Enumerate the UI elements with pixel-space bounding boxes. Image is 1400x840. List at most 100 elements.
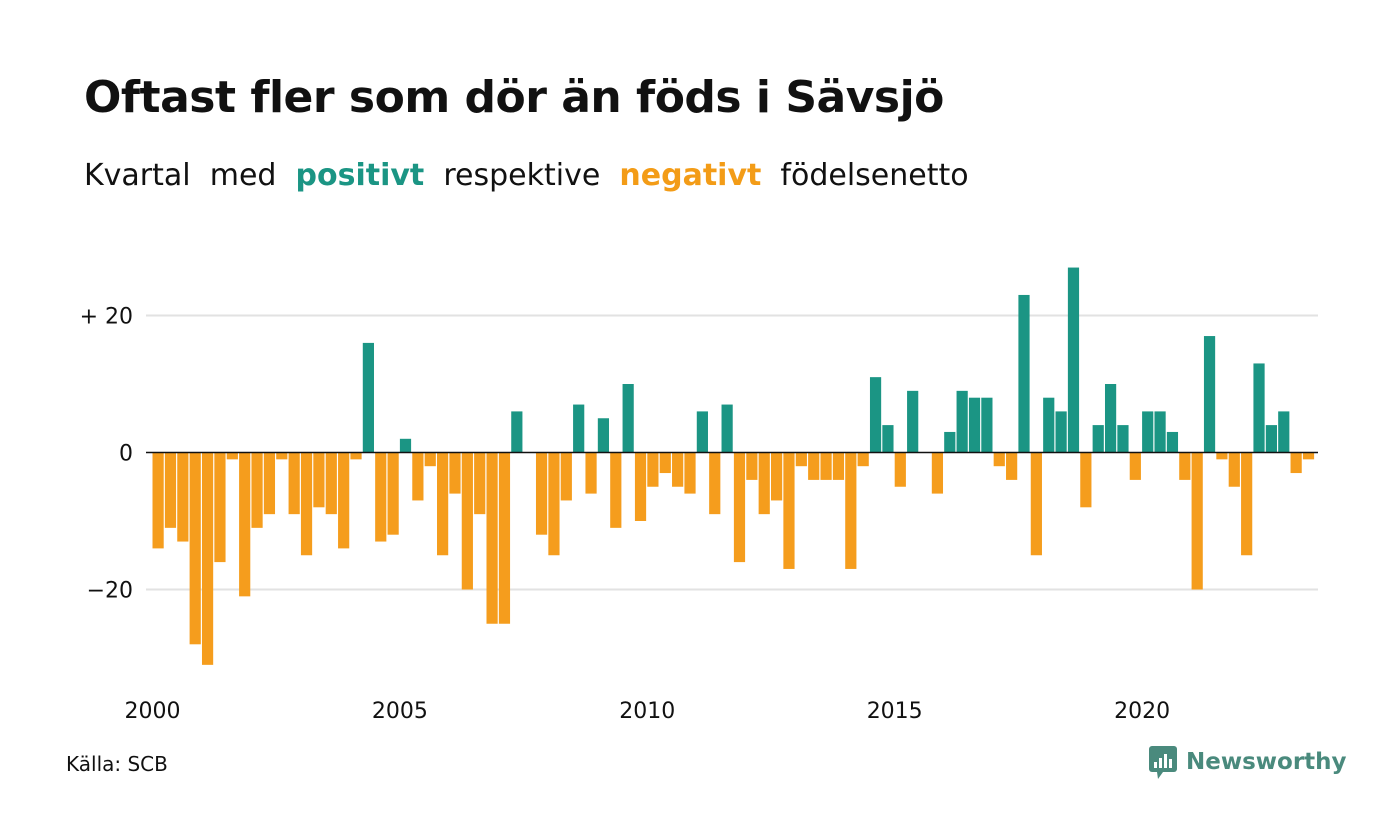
bar: [721, 404, 733, 453]
bar: [511, 411, 523, 453]
bar: [313, 452, 325, 508]
bar: [758, 452, 770, 515]
y-tick-label: 0: [119, 442, 133, 467]
subtitle-text-3: respektive: [443, 158, 601, 193]
chart-subtitle: Kvartal med positivt respektive negativt…: [84, 158, 969, 193]
x-tick-label: 2015: [867, 699, 923, 724]
bar: [474, 452, 486, 515]
bar: [437, 452, 449, 556]
bar: [696, 411, 708, 453]
bar: [1080, 452, 1092, 508]
bar: [399, 438, 412, 453]
brand-name: Newsworthy: [1186, 749, 1347, 775]
bar: [1142, 411, 1154, 453]
bar: [684, 452, 696, 494]
bar: [1290, 452, 1302, 474]
x-tick-label: 2010: [619, 699, 675, 724]
source-note: Källa: SCB: [66, 752, 168, 776]
bar: [338, 452, 350, 549]
bar: [733, 452, 746, 563]
bars: [152, 267, 1315, 665]
bar: [746, 452, 758, 480]
bar: [486, 452, 498, 624]
bar: [1104, 384, 1117, 453]
bar: [449, 452, 461, 494]
bar: [251, 452, 263, 528]
y-tick-label: −20: [87, 579, 133, 604]
bar: [610, 452, 622, 528]
bar: [845, 452, 857, 569]
bar: [1166, 431, 1179, 453]
bar: [1067, 267, 1080, 453]
subtitle-positive-label: positivt: [295, 158, 425, 193]
bar: [350, 452, 362, 460]
bar: [375, 452, 387, 542]
bar: [956, 390, 968, 453]
bar: [1092, 425, 1104, 453]
y-tick-label: + 20: [80, 305, 133, 330]
newsworthy-logo: Newsworthy: [1148, 744, 1347, 780]
bar: [1117, 425, 1129, 453]
bar: [164, 452, 177, 528]
bar: [214, 452, 226, 563]
bar: [412, 452, 424, 501]
bar: [659, 452, 671, 474]
bar: [548, 452, 560, 556]
bar: [152, 452, 164, 549]
newsworthy-icon: [1149, 746, 1177, 779]
bar: [189, 452, 201, 645]
bar: [1030, 452, 1042, 556]
bar: [1278, 411, 1290, 453]
bar: [1018, 294, 1030, 453]
bar: [1203, 336, 1216, 453]
bar: [597, 418, 610, 453]
bar: [226, 452, 238, 460]
bar: [1179, 452, 1191, 480]
bar: [498, 452, 511, 624]
bar: [1241, 452, 1253, 556]
x-tick-label: 2020: [1114, 699, 1170, 724]
bar: [300, 452, 313, 556]
bar: [1043, 397, 1055, 453]
bar: [325, 452, 337, 515]
bar: [1216, 452, 1228, 460]
grid-lines: [146, 314, 1318, 591]
axes: + 20 0 −20 2000 2005 2010 2015 2020: [80, 305, 1318, 724]
chart-title: Oftast fler som dör än föds i Sävsjö: [84, 72, 944, 123]
bar: [461, 452, 473, 590]
bar: [672, 452, 684, 487]
bar: [288, 452, 300, 515]
bar: [795, 452, 807, 467]
bar: [857, 452, 869, 467]
bar: [808, 452, 820, 480]
bar: [931, 452, 944, 494]
bar: [869, 377, 882, 453]
bar: [424, 452, 436, 467]
subtitle-negative-label: negativt: [619, 158, 762, 193]
bar: [634, 452, 647, 521]
bar: [1253, 363, 1265, 453]
bar: [771, 452, 783, 501]
bar: [177, 452, 189, 542]
bar: [882, 425, 894, 453]
bar: [1055, 411, 1067, 453]
bar: [907, 390, 919, 453]
bar: [968, 397, 981, 453]
bar: [573, 404, 585, 453]
bar: [239, 452, 251, 597]
bar: [1265, 425, 1277, 453]
x-tick-label: 2000: [125, 699, 181, 724]
bar: [201, 452, 214, 665]
subtitle-text-4: födelsenetto: [780, 158, 969, 193]
bar: [585, 452, 597, 494]
bar: [783, 452, 795, 569]
bar: [1006, 452, 1018, 480]
bar: [362, 342, 374, 453]
bar: [832, 452, 845, 480]
bar: [1228, 452, 1240, 487]
bar: [263, 452, 276, 515]
bar: [993, 452, 1005, 467]
x-tick-label: 2005: [372, 699, 428, 724]
bar: [820, 452, 832, 480]
